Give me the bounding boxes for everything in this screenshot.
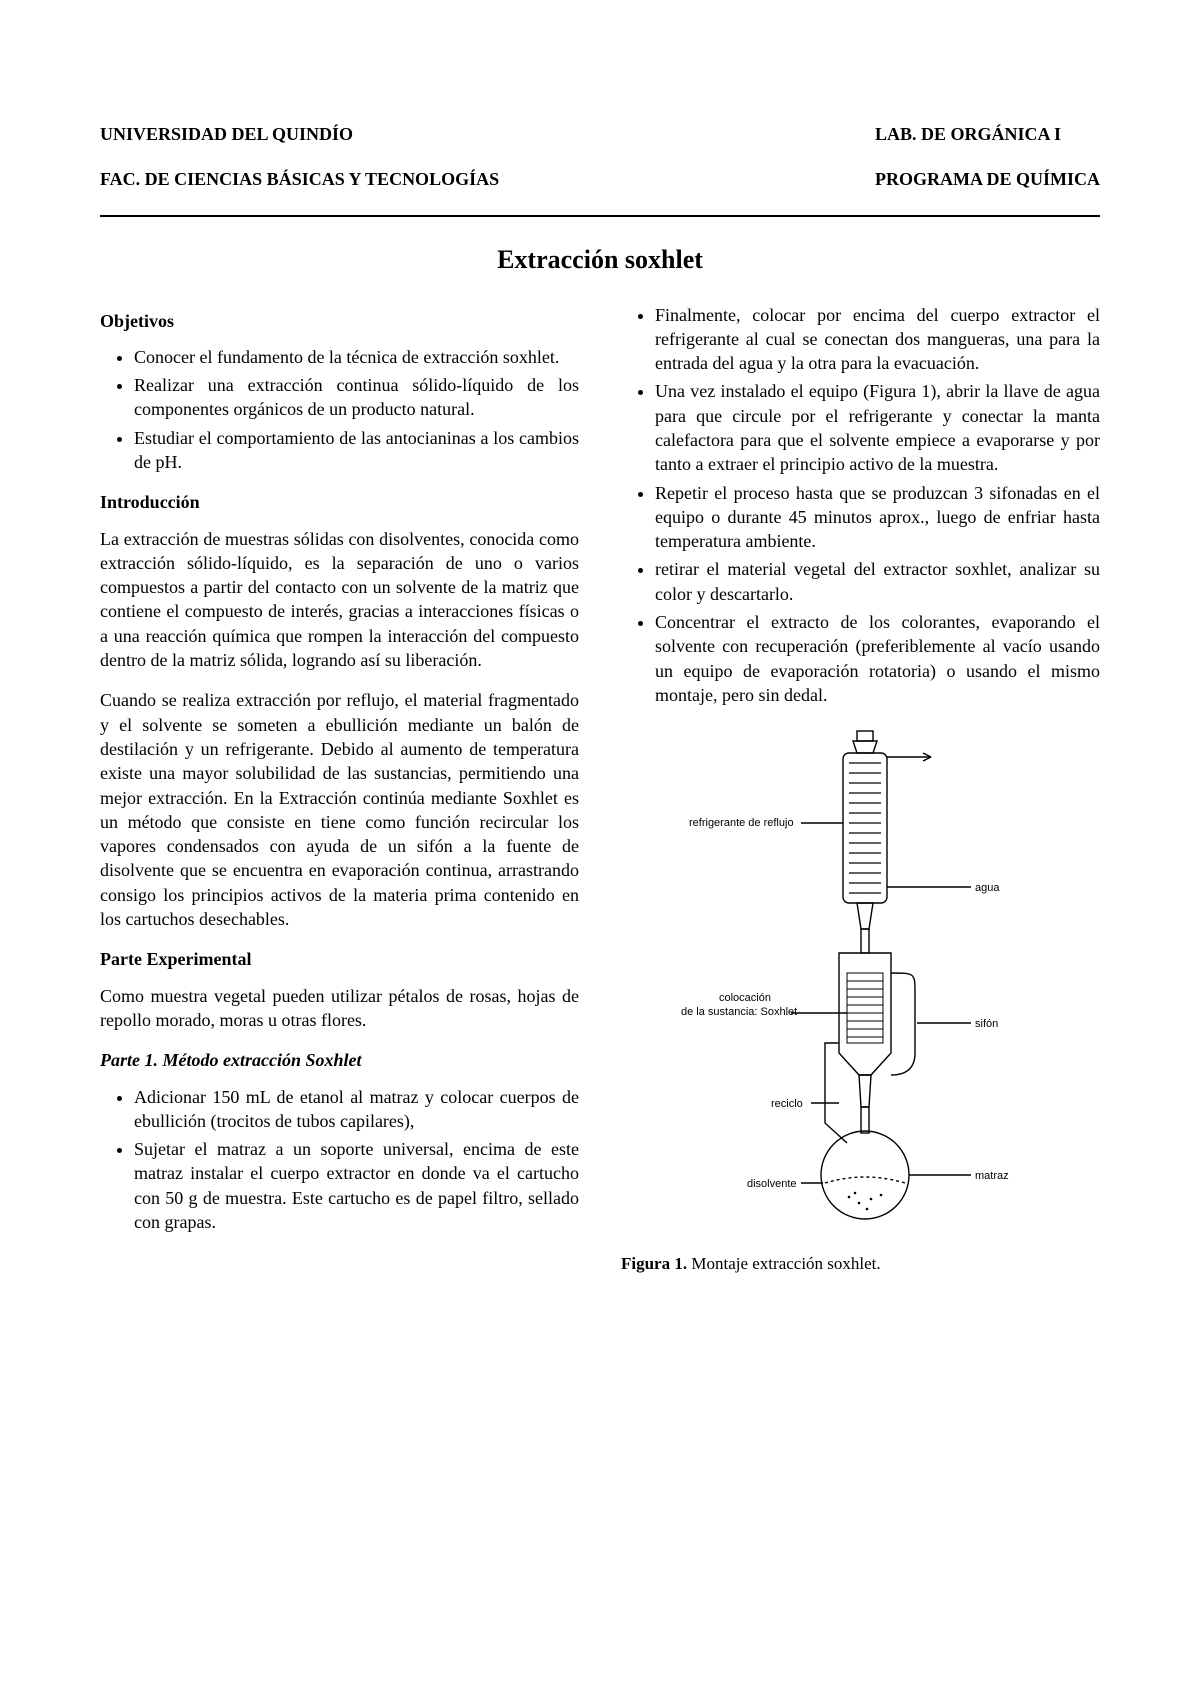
list-item: Adicionar 150 mL de etanol al matraz y c… <box>134 1085 579 1134</box>
two-column-body: Objetivos Conocer el fundamento de la té… <box>100 303 1100 1277</box>
list-item: Concentrar el extracto de los colorantes… <box>655 610 1100 707</box>
header-right: LAB. DE ORGÁNICA I PROGRAMA DE QUÍMICA <box>875 100 1100 213</box>
label-sifon: sifón <box>975 1018 998 1030</box>
label-agua: agua <box>975 882 1000 894</box>
subheading-parte1: Parte 1. Método extracción Soxhlet <box>100 1048 579 1072</box>
heading-introduccion: Introducción <box>100 490 579 514</box>
header-university: UNIVERSIDAD DEL QUINDÍO <box>100 123 499 146</box>
label-colocacion-2: de la sustancia: Soxhlet <box>681 1006 797 1018</box>
soxhlet-diagram: refrigerante de reflujo agua colocación … <box>671 723 1051 1243</box>
header-program: PROGRAMA DE QUÍMICA <box>875 168 1100 191</box>
list-item: Finalmente, colocar por encima del cuerp… <box>655 303 1100 376</box>
list-item: Estudiar el comportamiento de las antoci… <box>134 426 579 475</box>
figure-caption-text: Montaje extracción soxhlet. <box>687 1254 881 1273</box>
header-lab: LAB. DE ORGÁNICA I <box>875 123 1100 146</box>
figure-1: refrigerante de reflujo agua colocación … <box>621 723 1100 1276</box>
heading-parte-experimental: Parte Experimental <box>100 947 579 971</box>
list-item: Conocer el fundamento de la técnica de e… <box>134 345 579 369</box>
heading-objetivos: Objetivos <box>100 309 579 333</box>
label-reciclo: reciclo <box>771 1098 803 1110</box>
figure-caption: Figura 1. Montaje extracción soxhlet. <box>621 1253 1100 1276</box>
label-matraz: matraz <box>975 1170 1009 1182</box>
label-colocacion-1: colocación <box>719 992 771 1004</box>
paragraph: Como muestra vegetal pueden utilizar pét… <box>100 984 579 1033</box>
header-faculty: FAC. DE CIENCIAS BÁSICAS Y TECNOLOGÍAS <box>100 168 499 191</box>
list-item: Una vez instalado el equipo (Figura 1), … <box>655 379 1100 476</box>
paragraph: Cuando se realiza extracción por reflujo… <box>100 688 579 931</box>
header-left: UNIVERSIDAD DEL QUINDÍO FAC. DE CIENCIAS… <box>100 100 499 213</box>
page-header: UNIVERSIDAD DEL QUINDÍO FAC. DE CIENCIAS… <box>100 100 1100 217</box>
paragraph: La extracción de muestras sólidas con di… <box>100 527 579 673</box>
list-item: Realizar una extracción continua sólido-… <box>134 373 579 422</box>
figure-caption-bold: Figura 1. <box>621 1254 687 1273</box>
label-disolvente: disolvente <box>747 1178 797 1190</box>
list-item: Sujetar el matraz a un soporte universal… <box>134 1137 579 1234</box>
list-item: Repetir el proceso hasta que se produzca… <box>655 481 1100 554</box>
label-refrigerante: refrigerante de reflujo <box>689 817 794 829</box>
list-item: retirar el material vegetal del extracto… <box>655 557 1100 606</box>
list-objetivos: Conocer el fundamento de la técnica de e… <box>100 345 579 474</box>
document-title: Extracción soxhlet <box>100 245 1100 275</box>
